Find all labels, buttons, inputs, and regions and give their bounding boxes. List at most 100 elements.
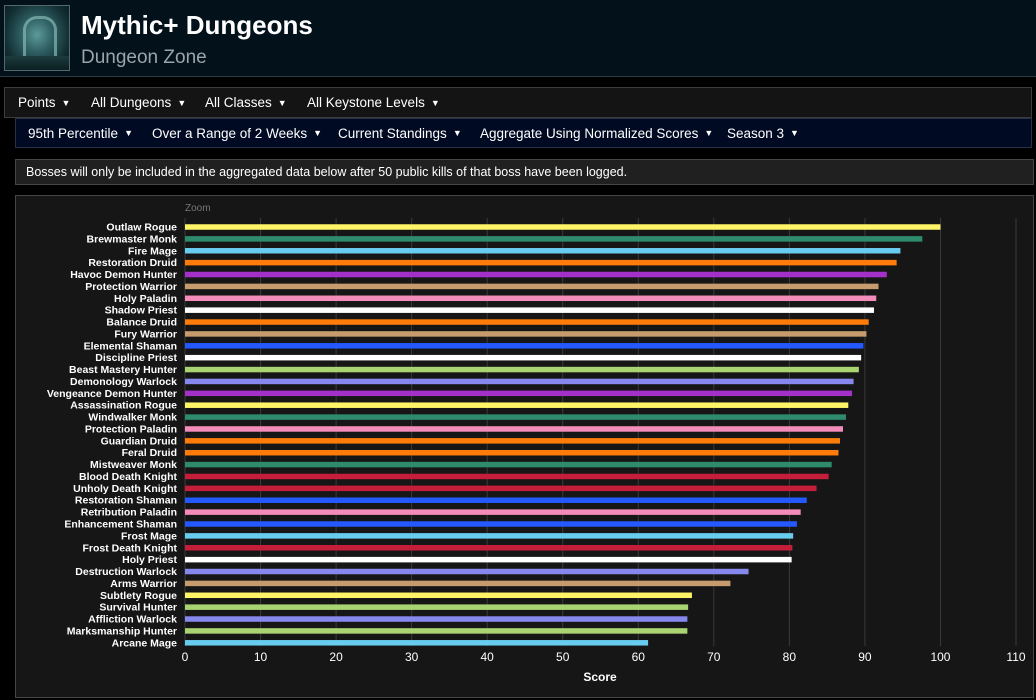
bar-marksmanship-hunter[interactable] [185,628,688,634]
chevron-down-icon: ▼ [177,97,187,108]
category-label-fire-mage: Fire Mage [128,245,177,257]
zoom-label[interactable]: Zoom [185,203,211,214]
x-tick-label: 90 [858,650,872,664]
page-subtitle: Dungeon Zone [81,47,207,68]
bar-enhancement-shaman[interactable] [185,521,797,527]
category-label-balance-druid: Balance Druid [106,317,177,329]
category-label-protection-warrior: Protection Warrior [85,281,177,293]
bar-demonology-warlock[interactable] [185,378,854,385]
category-label-guardian-druid: Guardian Druid [101,435,177,447]
bar-protection-warrior[interactable] [185,283,879,290]
bar-affliction-warlock[interactable] [185,616,688,622]
category-label-retribution-paladin: Retribution Paladin [81,507,177,519]
filter-season-dropdown[interactable]: Season 3 ▼ [727,119,799,147]
bar-outlaw-rogue[interactable] [185,224,941,230]
category-label-frost-mage: Frost Mage [121,530,177,542]
zone-thumbnail-floor [5,56,69,70]
filter-keystone-dropdown[interactable]: All Keystone Levels ▼ [307,88,440,117]
chevron-down-icon: ▼ [790,128,799,138]
page-title: Mythic+ Dungeons [81,10,313,40]
filter-bar-secondary: 95th Percentile ▼ Over a Range of 2 Week… [15,118,1032,148]
bar-fire-mage[interactable] [185,248,901,254]
chevron-down-icon: ▼ [277,97,287,108]
bar-brewmaster-monk[interactable] [185,236,923,242]
bar-frost-death-knight[interactable] [185,545,793,551]
chevron-down-icon: ▼ [452,128,462,138]
bar-beast-mastery-hunter[interactable] [185,366,859,373]
bar-havoc-demon-hunter[interactable] [185,271,887,278]
filter-aggregation-label: Aggregate Using Normalized Scores [480,125,699,141]
bar-frost-mage[interactable] [185,533,794,539]
filter-class-label: All Classes [205,95,272,110]
x-tick-label: 30 [405,650,419,664]
bar-blood-death-knight[interactable] [185,473,829,480]
bar-restoration-druid[interactable] [185,259,897,266]
bar-mistweaver-monk[interactable] [185,461,832,468]
bar-destruction-warlock[interactable] [185,568,749,575]
bar-elemental-shaman[interactable] [185,343,864,349]
category-label-discipline-priest: Discipline Priest [95,352,177,364]
chevron-down-icon: ▼ [430,97,440,108]
x-tick-label: 50 [556,650,570,664]
filter-class-dropdown[interactable]: All Classes ▼ [205,88,287,117]
filter-aggregation-dropdown[interactable]: Aggregate Using Normalized Scores ▼ [480,119,713,147]
bar-arcane-mage[interactable] [185,640,649,646]
category-label-fury-warrior: Fury Warrior [114,328,177,340]
bar-restoration-shaman[interactable] [185,497,807,503]
bar-vengeance-demon-hunter[interactable] [185,390,853,397]
x-axis-title: Score [583,670,617,684]
category-label-survival-hunter: Survival Hunter [99,602,177,614]
chart-gridlines [184,218,1017,646]
bar-subtlety-rogue[interactable] [185,592,692,599]
bar-holy-paladin[interactable] [185,295,877,302]
bar-discipline-priest[interactable] [185,354,862,361]
bar-shadow-priest[interactable] [185,307,874,313]
bar-retribution-paladin[interactable] [185,509,801,515]
bar-protection-paladin[interactable] [185,426,844,432]
category-label-demonology-warlock: Demonology Warlock [70,376,177,388]
x-tick-label: 80 [783,650,797,664]
filter-standings-label: Current Standings [338,125,447,141]
bar-balance-druid[interactable] [185,319,869,325]
category-label-shadow-priest: Shadow Priest [105,305,178,317]
bar-holy-priest[interactable] [185,556,792,563]
category-label-feral-druid: Feral Druid [122,447,177,459]
category-label-windwalker-monk: Windwalker Monk [88,412,177,424]
filter-percentile-dropdown[interactable]: 95th Percentile ▼ [28,119,133,147]
category-label-outlaw-rogue: Outlaw Rogue [106,222,177,234]
bar-survival-hunter[interactable] [185,604,689,610]
filter-metric-dropdown[interactable]: Points ▼ [18,88,70,117]
chart-panel: Zoom Outlaw Rogue Brewmaster Monk Fire Mag… [15,195,1034,698]
category-label-mistweaver-monk: Mistweaver Monk [90,459,177,471]
category-label-unholy-death-knight: Unholy Death Knight [73,483,177,495]
bar-windwalker-monk[interactable] [185,414,847,420]
aggregation-notice: Bosses will only be included in the aggr… [15,159,1034,185]
bar-feral-druid[interactable] [185,449,839,456]
chart-tick-labels: 0 10 20 30 40 50 60 70 80 90 100 110 [182,650,1026,664]
filter-percentile-label: 95th Percentile [28,125,119,141]
filter-timerange-dropdown[interactable]: Over a Range of 2 Weeks ▼ [152,119,322,147]
filter-season-label: Season 3 [727,125,785,141]
category-label-holy-paladin: Holy Paladin [114,293,177,305]
zone-thumbnail-image [4,5,70,71]
category-label-arms-warrior: Arms Warrior [110,578,177,590]
category-label-vengeance-demon-hunter: Vengeance Demon Hunter [47,388,177,400]
category-label-affliction-warlock: Affliction Warlock [88,614,177,626]
chart-bars [185,224,941,646]
category-label-enhancement-shaman: Enhancement Shaman [64,519,177,531]
filter-dungeon-dropdown[interactable]: All Dungeons ▼ [91,88,186,117]
x-tick-label: 20 [329,650,343,664]
category-label-frost-death-knight: Frost Death Knight [83,542,178,554]
category-label-restoration-shaman: Restoration Shaman [75,495,177,507]
x-tick-label: 0 [182,650,189,664]
bar-fury-warrior[interactable] [185,331,867,337]
bar-assassination-rogue[interactable] [185,402,849,408]
bar-arms-warrior[interactable] [185,580,731,587]
bar-guardian-druid[interactable] [185,438,840,444]
category-label-brewmaster-monk: Brewmaster Monk [87,233,178,245]
filter-standings-dropdown[interactable]: Current Standings ▼ [338,119,462,147]
bar-unholy-death-knight[interactable] [185,485,817,492]
category-label-marksmanship-hunter: Marksmanship Hunter [67,625,177,637]
